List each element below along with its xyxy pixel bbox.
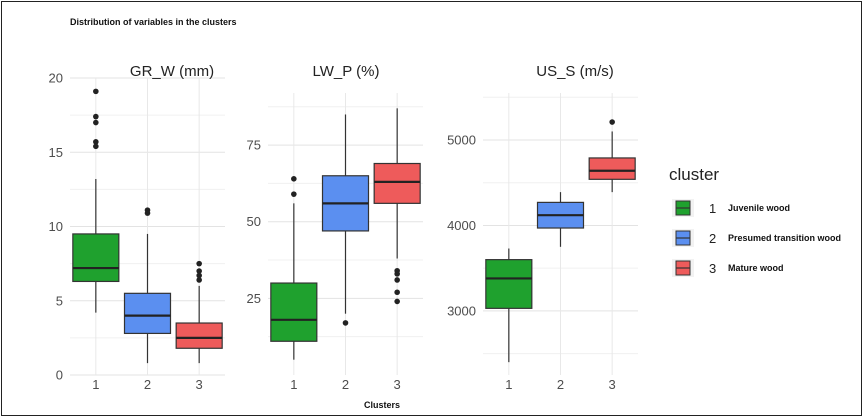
y-tick-label: 10 bbox=[49, 219, 63, 234]
box-iqr bbox=[588, 157, 636, 180]
outlier-point bbox=[196, 272, 202, 279]
outlier-point bbox=[93, 139, 99, 145]
legend-item-id: 1 bbox=[709, 201, 716, 216]
box-iqr bbox=[270, 282, 318, 342]
x-tick-label: 2 bbox=[557, 377, 564, 392]
y-tick-label: 0 bbox=[56, 368, 63, 383]
outlier-point bbox=[342, 320, 349, 326]
outlier-point bbox=[291, 176, 297, 182]
y-tick-label: 20 bbox=[49, 71, 63, 86]
outlier-point bbox=[291, 191, 297, 197]
outlier-point bbox=[93, 119, 99, 126]
legend-item-name: Mature wood bbox=[728, 263, 784, 273]
legend-item-name: Presumed transition wood bbox=[728, 233, 841, 243]
panel-1: GR_W (mm) 0 5 10 15 20 1 2 3 bbox=[49, 63, 225, 392]
panel-title: LW_P (%) bbox=[313, 63, 380, 80]
box-3 bbox=[588, 119, 636, 193]
outlier-point bbox=[394, 277, 400, 283]
x-tick-label: 2 bbox=[144, 377, 151, 392]
legend-item-2: 2 Presumed transition wood bbox=[672, 229, 841, 247]
box-iqr bbox=[123, 292, 172, 335]
box-1 bbox=[270, 176, 318, 360]
box-2 bbox=[536, 192, 585, 247]
y-tick-label: 50 bbox=[247, 214, 261, 229]
outlier-point bbox=[144, 207, 151, 213]
y-tick-label: 75 bbox=[247, 138, 261, 153]
figure-title: Distribution of variables in the cluster… bbox=[70, 17, 237, 27]
box-iqr bbox=[485, 259, 533, 309]
legend-title: cluster bbox=[669, 165, 719, 184]
panel-3: US_S (m/s) 3000 4000 5000 1 2 3 bbox=[447, 63, 638, 392]
outlier-point bbox=[196, 277, 202, 283]
x-tick-label: 3 bbox=[609, 377, 616, 392]
outlier-point bbox=[394, 289, 400, 296]
outlier-point bbox=[394, 298, 400, 305]
box-1 bbox=[72, 88, 120, 313]
panel-title: US_S (m/s) bbox=[536, 63, 614, 80]
box-3 bbox=[373, 108, 421, 305]
outlier-point bbox=[93, 113, 99, 120]
x-tick-label: 1 bbox=[92, 377, 99, 392]
x-tick-label: 3 bbox=[196, 377, 203, 392]
outlier-point bbox=[196, 268, 202, 274]
legend-item-1: 1 Juvenile wood bbox=[672, 199, 790, 217]
outlier-point bbox=[93, 143, 99, 150]
outlier-point bbox=[609, 119, 615, 125]
box-2 bbox=[321, 114, 370, 326]
x-tick-label: 1 bbox=[290, 377, 297, 392]
outlier-point bbox=[93, 88, 99, 95]
y-tick-label: 3000 bbox=[447, 303, 476, 318]
x-axis-label: Clusters bbox=[364, 400, 400, 410]
legend-item-id: 3 bbox=[709, 261, 716, 276]
y-tick-label: 4000 bbox=[447, 218, 476, 233]
box-2 bbox=[123, 207, 172, 364]
outlier-point bbox=[394, 267, 400, 274]
y-tick-label: 25 bbox=[247, 291, 261, 306]
y-tick-label: 5000 bbox=[447, 133, 476, 148]
y-tick-label: 15 bbox=[49, 145, 63, 160]
outlier-point bbox=[196, 260, 202, 267]
box-1 bbox=[485, 248, 533, 363]
legend-item-3: 3 Mature wood bbox=[672, 259, 784, 277]
box-iqr bbox=[72, 233, 120, 283]
x-tick-label: 2 bbox=[342, 377, 349, 392]
legend-item-name: Juvenile wood bbox=[728, 203, 790, 213]
box-3 bbox=[175, 260, 223, 364]
box-iqr bbox=[175, 322, 223, 349]
legend-item-id: 2 bbox=[709, 231, 716, 246]
panel-title: GR_W (mm) bbox=[130, 63, 214, 80]
x-tick-label: 3 bbox=[394, 377, 401, 392]
box-iqr bbox=[373, 162, 421, 204]
panel-2: LW_P (%) 25 50 75 1 2 3 bbox=[247, 63, 423, 392]
x-tick-label: 1 bbox=[505, 377, 512, 392]
y-tick-label: 5 bbox=[56, 293, 63, 308]
legend: cluster 1 Juvenile wood 2 Presumed transiti… bbox=[669, 165, 841, 277]
